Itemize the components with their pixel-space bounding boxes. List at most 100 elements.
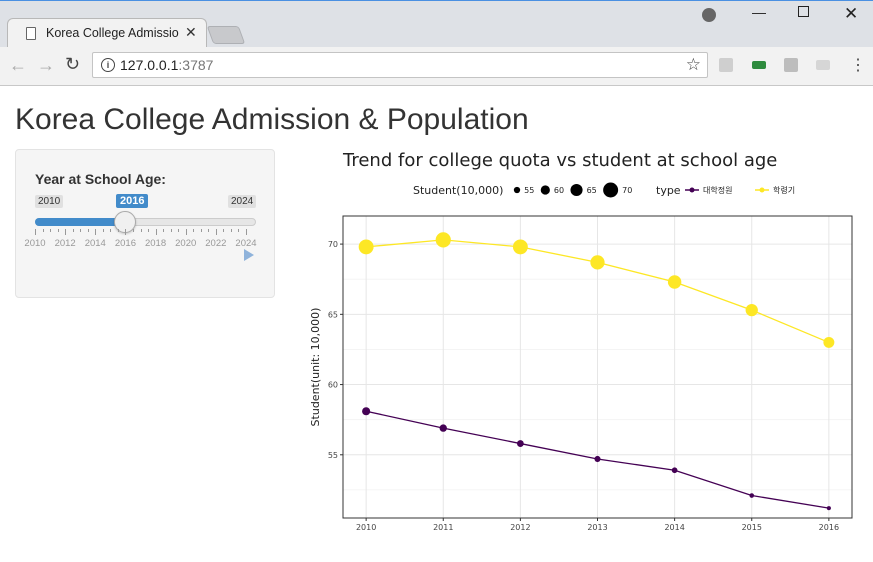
legend-size-label: 60: [554, 186, 564, 195]
legend-type-point: [689, 187, 695, 193]
legend-size-point: [603, 182, 619, 198]
slider-tick: [117, 229, 119, 232]
slider-tick: [132, 229, 134, 232]
data-point: [671, 467, 678, 474]
play-animation-icon[interactable]: [244, 249, 254, 261]
data-point: [594, 455, 601, 463]
forward-arrow-icon[interactable]: →: [37, 55, 55, 75]
document-icon: [26, 27, 36, 40]
slider-tick: [215, 229, 217, 235]
x-tick-label: 2014: [664, 523, 684, 532]
x-tick-label: 2011: [433, 523, 453, 532]
slider-tick: [155, 229, 157, 235]
data-point: [439, 424, 447, 432]
slider-tick: [87, 229, 89, 232]
data-point: [512, 239, 528, 255]
address-bar[interactable]: i 127.0.0.1:3787 ☆: [92, 52, 708, 78]
slider-tick: [230, 229, 232, 232]
slider-tick: [238, 229, 240, 232]
data-point: [590, 255, 605, 270]
y-tick-label: 55: [328, 451, 338, 460]
x-tick-label: 2013: [587, 523, 607, 532]
y-tick-label: 70: [328, 240, 338, 249]
browser-menu-icon[interactable]: ⋮: [850, 57, 866, 74]
legend-type-label: 대학정원: [703, 185, 732, 195]
page-title: Korea College Admission & Population: [15, 103, 529, 136]
window-top-border: [0, 0, 873, 1]
legend-size-point: [540, 185, 550, 195]
slider-tick-label: 2016: [114, 238, 136, 249]
data-point: [826, 506, 831, 511]
slider-value-label: 2016: [116, 194, 149, 208]
reload-icon[interactable]: ↻: [65, 54, 81, 74]
x-tick-label: 2010: [356, 523, 376, 532]
legend-size-label: 70: [622, 186, 632, 195]
sidebar-panel: Year at School Age: 2010 2024 2016 2010 2…: [15, 149, 275, 298]
chart-title: Trend for college quota vs student at sc…: [342, 150, 777, 171]
x-tick-label: 2012: [510, 523, 530, 532]
maximize-icon[interactable]: [798, 6, 809, 17]
data-point: [435, 232, 451, 248]
browser-toolbar: ← → ↻ i 127.0.0.1:3787 ☆ ⋮: [0, 47, 873, 86]
slider-tick-label: 2020: [175, 238, 197, 249]
slider-tick-label: 2022: [205, 238, 227, 249]
legend-size-point: [513, 186, 521, 194]
slider-tick: [80, 229, 82, 232]
slider-tick: [163, 229, 165, 232]
y-tick-label: 65: [328, 310, 338, 319]
legend-size-label: 55: [524, 186, 534, 195]
slider-tick-label: 2024: [235, 238, 257, 249]
data-point: [749, 493, 755, 498]
data-point: [516, 440, 524, 447]
info-icon[interactable]: i: [101, 58, 115, 72]
data-point: [362, 407, 371, 416]
extension-b-icon[interactable]: [719, 58, 733, 72]
slider-tick: [223, 229, 225, 232]
back-arrow-icon[interactable]: ←: [9, 55, 27, 75]
extension-green-icon[interactable]: [752, 61, 766, 69]
data-point: [667, 275, 682, 289]
slider-tick: [178, 229, 180, 232]
extension-pdf-icon[interactable]: [784, 58, 798, 72]
slider-fill: [35, 218, 126, 226]
slider-tick: [72, 229, 74, 232]
slider-tick-label: 2010: [24, 238, 46, 249]
tab-close-icon[interactable]: ✕: [185, 24, 197, 40]
slider-tick: [185, 229, 187, 235]
slider-tick: [95, 229, 97, 235]
legend-size-label: 65: [587, 186, 597, 195]
slider-tick: [42, 229, 44, 232]
slider-tick-label: 2014: [84, 238, 106, 249]
new-tab-button[interactable]: [206, 26, 246, 44]
legend-size-title: Student(10,000): [413, 184, 503, 197]
x-tick-label: 2016: [819, 523, 839, 532]
profile-icon[interactable]: [702, 8, 716, 22]
slider-max-label: 2024: [228, 195, 257, 208]
slider-tick: [200, 229, 202, 232]
data-point: [358, 239, 374, 255]
url-text: 127.0.0.1:3787: [120, 57, 213, 73]
extension-cast-icon[interactable]: [816, 60, 830, 70]
trend-chart: Trend for college quota vs student at sc…: [309, 150, 853, 532]
slider-tick-label: 2018: [144, 238, 167, 249]
legend-size-point: [570, 183, 583, 197]
slider-min-label: 2010: [35, 195, 64, 208]
bookmark-star-icon[interactable]: ☆: [685, 55, 701, 74]
minimize-icon[interactable]: —: [752, 4, 766, 20]
slider-tick: [35, 229, 36, 235]
slider-tick: [148, 229, 150, 232]
slider-tick: [50, 229, 52, 232]
slider-tick: [140, 229, 142, 232]
slider-tick: [193, 229, 195, 232]
url-host: 127.0.0.1: [120, 57, 179, 73]
slider-tick: [65, 229, 67, 235]
tab-title: Korea College Admissio: [46, 26, 179, 40]
browser-titlebar: Korea College Admissio ✕ — ✕: [0, 0, 873, 48]
slider-tick-label: 2012: [54, 238, 76, 249]
slider-tick: [208, 229, 210, 232]
data-point: [745, 303, 758, 317]
browser-tab[interactable]: Korea College Admissio ✕: [7, 18, 207, 48]
legend-type-title: type: [656, 184, 681, 197]
url-port: :3787: [178, 57, 214, 73]
window-close-icon[interactable]: ✕: [844, 4, 859, 23]
